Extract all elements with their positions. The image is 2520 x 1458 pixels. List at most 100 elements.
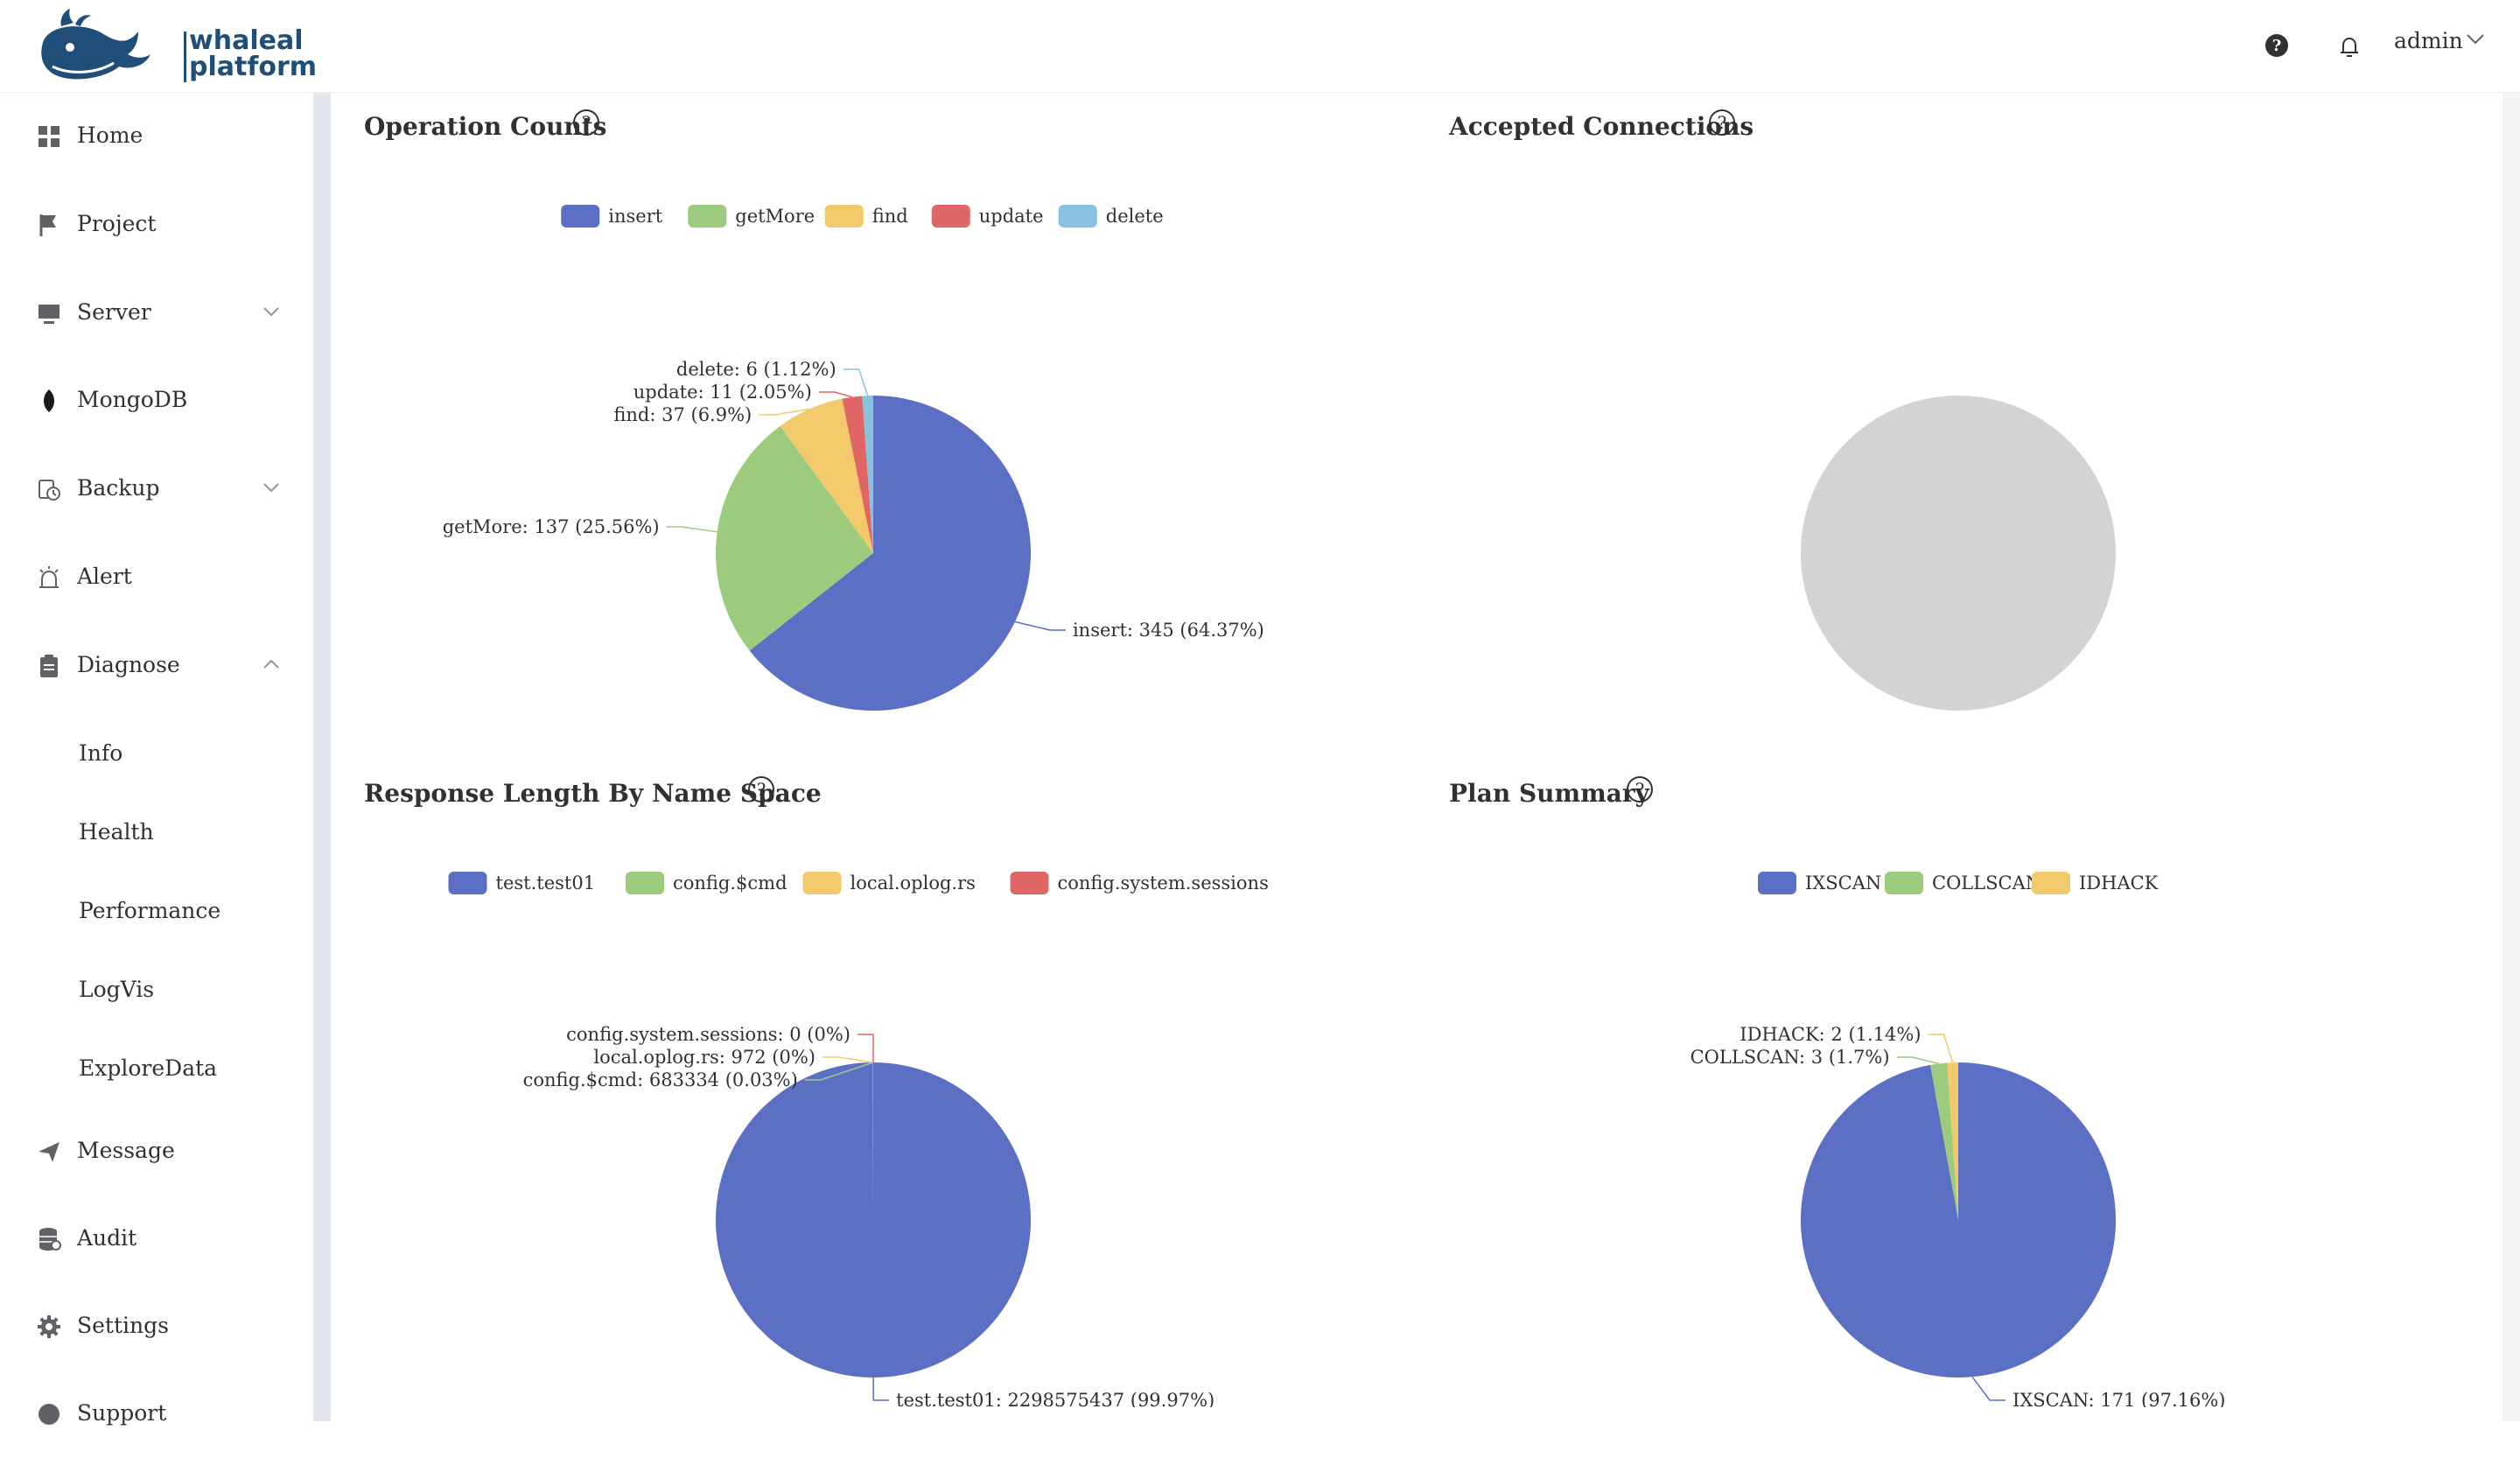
legend-item-delete[interactable]: delete — [1059, 205, 1164, 228]
help-icon[interactable]: ? — [2264, 33, 2289, 58]
legend-label: config.system.sessions — [1058, 873, 1269, 894]
logo-divider — [184, 32, 186, 82]
legend-item-test-test01[interactable]: test.test01 — [449, 872, 596, 894]
question-circle-icon[interactable]: ? — [572, 109, 600, 137]
support-icon — [37, 1402, 61, 1426]
sidebar-item-label: Message — [77, 1138, 175, 1163]
question-circle-icon[interactable]: ? — [1626, 775, 1654, 803]
label-line — [873, 1377, 889, 1400]
brand-name: whaleal platform — [189, 28, 317, 81]
svg-text:?: ? — [582, 112, 592, 133]
legend-item-find[interactable]: find — [825, 205, 908, 228]
sidebar-subitem-exploredata[interactable]: ExploreData — [0, 1029, 313, 1108]
legend-label: local.oplog.rs — [850, 873, 976, 894]
data-label-delete: delete: 6 (1.12%) — [676, 359, 836, 380]
legend-label: config.$cmd — [673, 873, 788, 894]
leaf-icon — [37, 389, 61, 413]
main-content: Operation Counts ? Accepted Connections … — [331, 93, 2520, 1421]
legend-label: insert — [608, 206, 662, 227]
data-label-getmore: getMore: 137 (25.56%) — [443, 516, 660, 537]
sidebar-item-label: Project — [77, 211, 156, 236]
label-line — [1897, 1057, 1939, 1063]
sidebar-item-label: Server — [77, 299, 151, 325]
data-label-config-system-sessions: config.system.sessions: 0 (0%) — [566, 1024, 850, 1045]
user-menu[interactable]: admin — [2394, 28, 2463, 53]
question-circle-icon[interactable]: ? — [747, 775, 775, 803]
sidebar-item-server[interactable]: Server — [0, 270, 313, 357]
sidebar-divider — [313, 93, 331, 1421]
data-label-update: update: 11 (2.05%) — [634, 382, 812, 403]
gear-icon — [37, 1314, 61, 1339]
sidebar-item-project[interactable]: Project — [0, 181, 313, 269]
data-label-config-cmd: config.$cmd: 683334 (0.03%) — [523, 1069, 798, 1090]
sidebar-subitem-label: Health — [79, 819, 154, 845]
chart-response-length: test.test01 config.$cmd local.oplog.rs conf… — [331, 865, 1416, 1407]
chevron-up-icon — [262, 659, 280, 669]
legend-item-config-system-sessions[interactable]: config.system.sessions — [1011, 872, 1269, 894]
sidebar-item-label: Support — [77, 1400, 166, 1426]
sidebar-item-label: Settings — [77, 1313, 169, 1338]
sidebar-item-audit[interactable]: Audit — [0, 1195, 313, 1283]
chevron-down-icon — [262, 482, 280, 493]
sidebar-item-message[interactable]: Message — [0, 1108, 313, 1195]
svg-text:?: ? — [1635, 779, 1645, 800]
scrollbar[interactable] — [2502, 93, 2520, 1421]
sidebar-item-label: Alert — [77, 564, 132, 589]
legend-item-idhack[interactable]: IDHACK — [2032, 872, 2159, 894]
sidebar-subitem-logvis[interactable]: LogVis — [0, 950, 313, 1029]
sidebar-item-mongodb[interactable]: MongoDB — [0, 357, 313, 445]
whale-logo-icon — [35, 5, 166, 89]
data-label-ixscan: IXSCAN: 171 (97.16%) — [2012, 1390, 2225, 1407]
legend-item-update[interactable]: update — [932, 205, 1044, 228]
label-line — [819, 392, 852, 397]
sidebar-subitem-health[interactable]: Health — [0, 793, 313, 872]
brand-logo[interactable]: whaleal platform — [35, 5, 298, 89]
label-line — [667, 527, 718, 532]
label-line — [822, 1057, 873, 1062]
sidebar-item-label: Audit — [77, 1225, 136, 1251]
question-circle-icon[interactable]: ? — [1708, 109, 1736, 137]
sidebar-item-label: MongoDB — [77, 387, 187, 412]
sidebar-item-diagnose[interactable]: Diagnose — [0, 622, 313, 710]
data-label-local-oplog-rs: local.oplog.rs: 972 (0%) — [593, 1047, 816, 1068]
legend-item-insert[interactable]: insert — [561, 205, 662, 228]
sidebar-subitem-performance[interactable]: Performance — [0, 872, 313, 950]
legend-item-collscan[interactable]: COLLSCAN — [1885, 872, 2041, 894]
chevron-down-icon[interactable] — [2466, 33, 2485, 46]
sidebar-item-home[interactable]: Home — [0, 93, 313, 180]
top-bar: whaleal platform ? admin — [0, 0, 2520, 93]
sidebar-item-settings[interactable]: Settings — [0, 1283, 313, 1370]
sidebar-item-alert[interactable]: Alert — [0, 534, 313, 621]
bell-icon[interactable] — [2336, 33, 2362, 60]
legend-label: test.test01 — [496, 873, 596, 894]
legend-label: IXSCAN — [1805, 873, 1881, 894]
sidebar-subitem-info[interactable]: Info — [0, 714, 313, 793]
legend-label: delete — [1106, 206, 1164, 227]
flag-icon — [37, 213, 61, 237]
sidebar-item-support[interactable]: Support — [0, 1370, 313, 1458]
sidebar-subitem-label: ExploreData — [79, 1055, 217, 1081]
data-label-idhack: IDHACK: 2 (1.14%) — [1740, 1024, 1921, 1045]
legend-label: COLLSCAN — [1932, 873, 2041, 894]
legend-item-config-cmd[interactable]: config.$cmd — [626, 872, 788, 894]
clipboard-icon — [37, 654, 61, 678]
legend-item-ixscan[interactable]: IXSCAN — [1758, 872, 1881, 894]
svg-text:?: ? — [2272, 37, 2282, 55]
database-icon — [37, 1227, 61, 1251]
chart-operation-counts: insert getMore find update delete insert: 345… — [331, 198, 1416, 740]
legend-item-getmore[interactable]: getMore — [688, 205, 815, 228]
pie-slice-test-test01[interactable] — [716, 1062, 1031, 1377]
label-line — [1015, 622, 1066, 630]
legend-item-local-oplog-rs[interactable]: local.oplog.rs — [803, 872, 976, 894]
legend-label: update — [979, 206, 1044, 227]
svg-text:?: ? — [1718, 112, 1727, 133]
data-label-collscan: COLLSCAN: 3 (1.7%) — [1690, 1047, 1890, 1068]
data-label-insert: insert: 345 (64.37%) — [1073, 620, 1264, 641]
sidebar: Home Project Server MongoDB Backup — [0, 93, 313, 1421]
sidebar-item-backup[interactable]: Backup — [0, 445, 313, 533]
brand-line1: whaleal — [189, 28, 317, 54]
sidebar-subitem-label: Info — [79, 740, 122, 766]
svg-text:?: ? — [757, 779, 766, 800]
chevron-down-icon — [262, 306, 280, 317]
